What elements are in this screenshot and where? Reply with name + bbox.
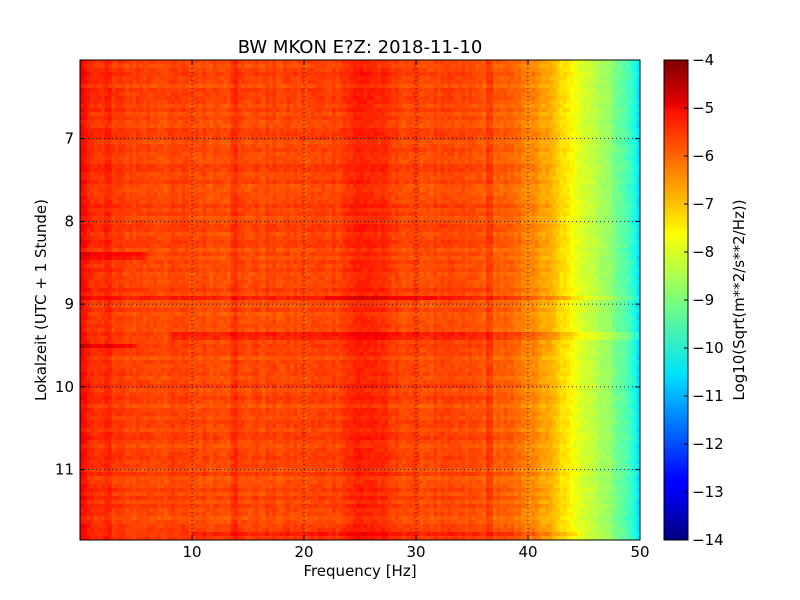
colorbar-tick-label: −4 bbox=[692, 51, 714, 69]
x-tick-label: 40 bbox=[518, 543, 537, 561]
x-tick-label: 20 bbox=[294, 543, 313, 561]
x-tick-label: 10 bbox=[182, 543, 201, 561]
y-tick-label: 11 bbox=[55, 461, 74, 479]
colorbar-tick-label: −7 bbox=[692, 195, 714, 213]
x-tick-label: 30 bbox=[406, 543, 425, 561]
grid-lines bbox=[80, 60, 640, 540]
chart-title: BW MKON E?Z: 2018-11-10 bbox=[238, 37, 483, 58]
plot-frame bbox=[79, 59, 641, 541]
y-tick-label: 10 bbox=[55, 378, 74, 396]
colorbar-tick-label: −10 bbox=[692, 339, 724, 357]
colorbar-tick-label: −9 bbox=[692, 291, 714, 309]
colorbar-tick-label: −5 bbox=[692, 99, 714, 117]
y-tick-label: 9 bbox=[64, 295, 74, 313]
y-axis-label: Lokalzeit (UTC + 1 Stunde) bbox=[32, 199, 50, 401]
x-tick-label: 50 bbox=[630, 543, 649, 561]
colorbar-ticks: −4 −5 −6 −7 −8 −9 −10 −11 −12 −13 −14 bbox=[684, 51, 724, 549]
y-tick-label: 8 bbox=[64, 212, 74, 230]
colorbar-tick-label: −14 bbox=[692, 531, 724, 549]
y-tick-label: 7 bbox=[64, 130, 74, 148]
colorbar-label: Log10(Sqrt(m**2/s**2/Hz)) bbox=[730, 199, 748, 400]
colorbar-tick-label: −11 bbox=[692, 387, 724, 405]
colorbar-tick-label: −12 bbox=[692, 435, 724, 453]
y-axis-ticks: 7 8 9 10 11 bbox=[55, 130, 640, 479]
colorbar-tick-label: −6 bbox=[692, 147, 714, 165]
spectrogram-heatmap bbox=[80, 60, 640, 540]
colorbar-tick-label: −13 bbox=[692, 483, 724, 501]
colorbar-tick-label: −8 bbox=[692, 243, 714, 261]
x-axis-label: Frequency [Hz] bbox=[303, 562, 416, 580]
x-axis-ticks: 10 20 30 40 50 bbox=[182, 60, 650, 561]
